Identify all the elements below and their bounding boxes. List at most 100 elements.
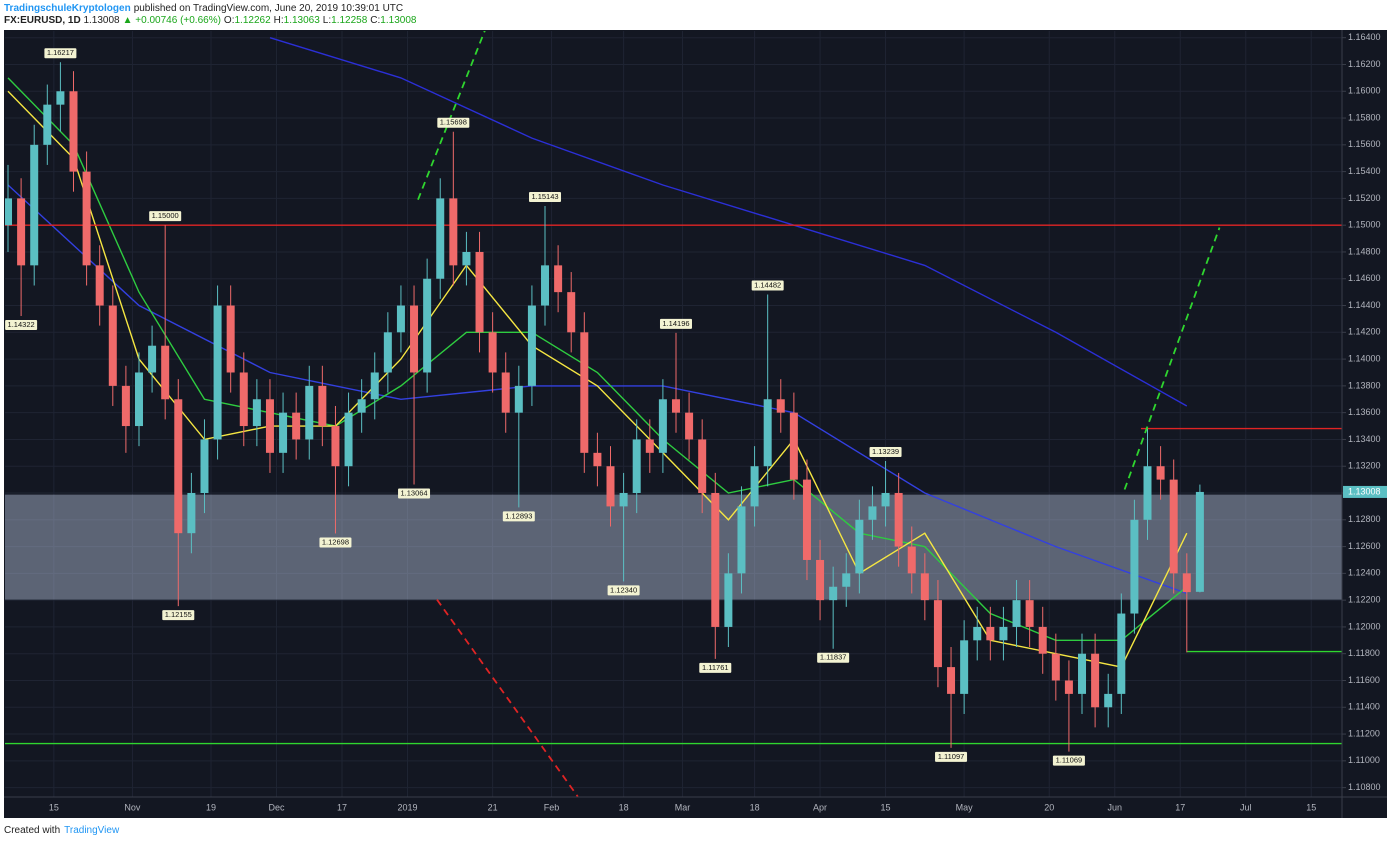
candle-body xyxy=(1091,653,1100,708)
candle-body xyxy=(161,345,170,400)
y-tick-label: 1.12400 xyxy=(1348,568,1381,578)
ohlc-label: H: xyxy=(273,15,284,26)
candle-body xyxy=(763,399,772,467)
candle-body xyxy=(776,399,785,413)
candle-body xyxy=(82,171,91,266)
candle-body xyxy=(645,439,654,453)
candle-body xyxy=(829,586,838,601)
candle-body xyxy=(750,466,759,507)
x-tick-label: Apr xyxy=(813,802,827,812)
y-tick-label: 1.15200 xyxy=(1348,193,1381,203)
y-tick-label: 1.13600 xyxy=(1348,407,1381,417)
pivot-label: 1.11069 xyxy=(1056,756,1083,765)
candle-body xyxy=(95,265,104,306)
y-tick-label: 1.16200 xyxy=(1348,59,1381,69)
candle-body xyxy=(1051,653,1060,681)
x-tick-label: 15 xyxy=(1306,802,1316,812)
candle-body xyxy=(894,493,903,547)
candle-body xyxy=(1038,626,1047,654)
candle-body xyxy=(292,412,301,440)
candle-body xyxy=(488,332,497,373)
candle-body xyxy=(933,600,942,668)
x-tick-label: 18 xyxy=(619,802,629,812)
y-tick-label: 1.12600 xyxy=(1348,541,1381,551)
candle-body xyxy=(108,305,117,386)
x-tick-label: 2019 xyxy=(397,802,417,812)
y-tick-label: 1.12200 xyxy=(1348,595,1381,605)
candle-body xyxy=(370,372,379,400)
candle-body xyxy=(265,399,274,453)
candle-body xyxy=(527,305,536,386)
candle-body xyxy=(1195,491,1204,592)
pivot-box xyxy=(699,662,732,673)
y-tick-label: 1.15000 xyxy=(1348,220,1381,230)
y-tick-label: 1.13400 xyxy=(1348,434,1381,444)
brand[interactable]: TradingView xyxy=(64,825,120,836)
footer-text: Created with xyxy=(4,825,61,836)
candle-body xyxy=(698,439,707,494)
candle-body xyxy=(436,198,445,279)
candle-body xyxy=(121,385,130,427)
pivot-box xyxy=(319,537,352,548)
pivot-box xyxy=(149,211,182,222)
candle-body xyxy=(554,265,563,293)
y-tick-label: 1.11000 xyxy=(1348,755,1380,765)
candle-body xyxy=(1117,613,1126,694)
trend-line xyxy=(436,599,579,797)
trend-line xyxy=(417,31,486,201)
candle-body xyxy=(1182,573,1191,593)
last-price-label: 1.13008 xyxy=(1348,486,1381,496)
y-tick-label: 1.11600 xyxy=(1348,675,1380,685)
candle-body xyxy=(462,251,471,266)
candle-body xyxy=(279,412,288,453)
candle-body xyxy=(187,493,196,534)
pivot-label: 1.12698 xyxy=(322,537,349,546)
y-tick-label: 1.12800 xyxy=(1348,514,1381,524)
pivot-box xyxy=(5,319,38,330)
candle-body xyxy=(541,265,550,306)
pivot-label: 1.14322 xyxy=(8,320,35,329)
candle-body xyxy=(423,278,432,373)
candle-body xyxy=(318,385,327,427)
candle-body xyxy=(737,506,746,574)
y-tick-label: 1.14800 xyxy=(1348,246,1381,256)
pivot-box xyxy=(659,318,692,329)
symbol: FX:EURUSD, 1D xyxy=(4,15,81,26)
pivot-label: 1.15143 xyxy=(531,192,558,201)
y-tick-label: 1.16400 xyxy=(1348,32,1381,42)
header-line: FX:EURUSD, 1D 1.13008 ▲ +0.00746 (+0.66%)… xyxy=(4,15,422,27)
x-tick-label: Jul xyxy=(1240,802,1252,812)
candle-body xyxy=(724,573,733,627)
plot-area: 1.16217 1.14322 1.15000 1.12155 1.12698 1.130… xyxy=(5,31,1342,797)
candle-body xyxy=(802,479,811,560)
candle-body xyxy=(842,573,851,587)
pivot-label: 1.12893 xyxy=(505,511,532,520)
pivot-box xyxy=(162,610,195,621)
y-tick-label: 1.11200 xyxy=(1348,728,1380,738)
candle-body xyxy=(1078,653,1087,694)
x-tick-label: May xyxy=(956,802,974,812)
candle-body xyxy=(1169,479,1178,574)
candle-body xyxy=(357,399,366,413)
candle-body xyxy=(973,626,982,641)
last-price-tag xyxy=(1343,485,1387,498)
pivot-label: 1.14196 xyxy=(662,319,689,328)
candle-body xyxy=(252,399,261,427)
pivot-box xyxy=(817,652,850,663)
y-tick-label: 1.15400 xyxy=(1348,166,1381,176)
pivot-box xyxy=(1052,755,1085,766)
candle-body xyxy=(174,399,183,534)
candle-body xyxy=(789,412,798,480)
published: published on TradingView.com, June 20, 2… xyxy=(133,3,404,14)
candle-body xyxy=(711,493,720,627)
candle-body xyxy=(305,385,314,440)
pivot-box xyxy=(437,117,470,128)
pivot-box xyxy=(935,751,968,762)
publisher[interactable]: TradingschuleKryptologen xyxy=(4,3,131,14)
candle-body xyxy=(43,104,52,145)
y-tick-label: 1.12000 xyxy=(1348,621,1381,631)
header: TradingschuleKryptologen published on Tra… xyxy=(4,3,422,27)
x-tick-label: Mar xyxy=(675,802,691,812)
candle-body xyxy=(69,91,78,172)
candle-body xyxy=(1025,600,1034,627)
